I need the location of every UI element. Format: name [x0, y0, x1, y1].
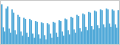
bar [13, 13, 15, 44]
bar [90, 13, 92, 44]
bar [59, 20, 61, 44]
bar [115, 24, 117, 44]
bar [38, 34, 40, 44]
bar [103, 24, 105, 44]
bar [94, 11, 96, 44]
bar [56, 33, 58, 44]
bar [75, 33, 77, 44]
bar [51, 38, 53, 44]
bar [4, 31, 6, 44]
bar [2, 27, 4, 44]
bar [85, 27, 87, 44]
bar [87, 30, 89, 44]
bar [69, 34, 71, 44]
bar [22, 36, 24, 44]
bar [42, 23, 44, 44]
bar [92, 29, 94, 44]
bar [95, 11, 97, 44]
chart [0, 0, 120, 45]
bar [47, 23, 49, 44]
bar [112, 9, 114, 44]
bar [64, 19, 66, 44]
bar [91, 26, 93, 44]
bar [44, 35, 46, 44]
plot-frame [1, 1, 120, 45]
bar [81, 31, 83, 44]
bar [5, 9, 7, 44]
bar [116, 28, 118, 44]
bar [118, 10, 119, 44]
bar [79, 28, 81, 44]
bar [84, 14, 86, 44]
bar [19, 17, 21, 44]
bar [10, 33, 12, 44]
bar [54, 23, 56, 44]
bar [8, 29, 10, 44]
bar [72, 18, 74, 44]
bar [39, 39, 41, 44]
bar [100, 9, 102, 44]
bar [60, 21, 62, 44]
bar [70, 17, 72, 44]
bar [101, 10, 103, 44]
bar [7, 6, 9, 44]
bar [57, 37, 59, 44]
bar [97, 25, 99, 44]
bar [82, 14, 84, 44]
bar [48, 24, 50, 44]
bar [32, 34, 34, 44]
bar [88, 12, 90, 44]
bar [20, 31, 22, 44]
bars [1, 4, 119, 44]
bar [45, 39, 47, 44]
bar [53, 22, 55, 44]
bar [41, 22, 43, 44]
bar [63, 36, 65, 44]
bar [25, 19, 27, 44]
bar [106, 9, 108, 44]
bar [78, 16, 80, 44]
bar [16, 34, 18, 44]
bar [31, 20, 33, 44]
bar [76, 15, 78, 44]
bar [98, 28, 100, 44]
bar [14, 30, 16, 44]
bar [29, 19, 31, 44]
bar [113, 11, 115, 44]
bar [1, 4, 3, 44]
bar [23, 18, 25, 44]
bar [61, 31, 63, 44]
bar [36, 22, 38, 44]
bar [110, 27, 112, 44]
bar [107, 9, 109, 44]
bar [17, 15, 19, 44]
bar [11, 9, 13, 44]
bar [67, 30, 69, 44]
bar [33, 38, 35, 44]
bar [66, 19, 68, 44]
bar [26, 33, 28, 44]
bar [109, 24, 111, 44]
bar [104, 27, 106, 44]
bar [28, 37, 30, 44]
bar [73, 29, 75, 44]
bar [35, 21, 37, 44]
bar [50, 34, 52, 44]
